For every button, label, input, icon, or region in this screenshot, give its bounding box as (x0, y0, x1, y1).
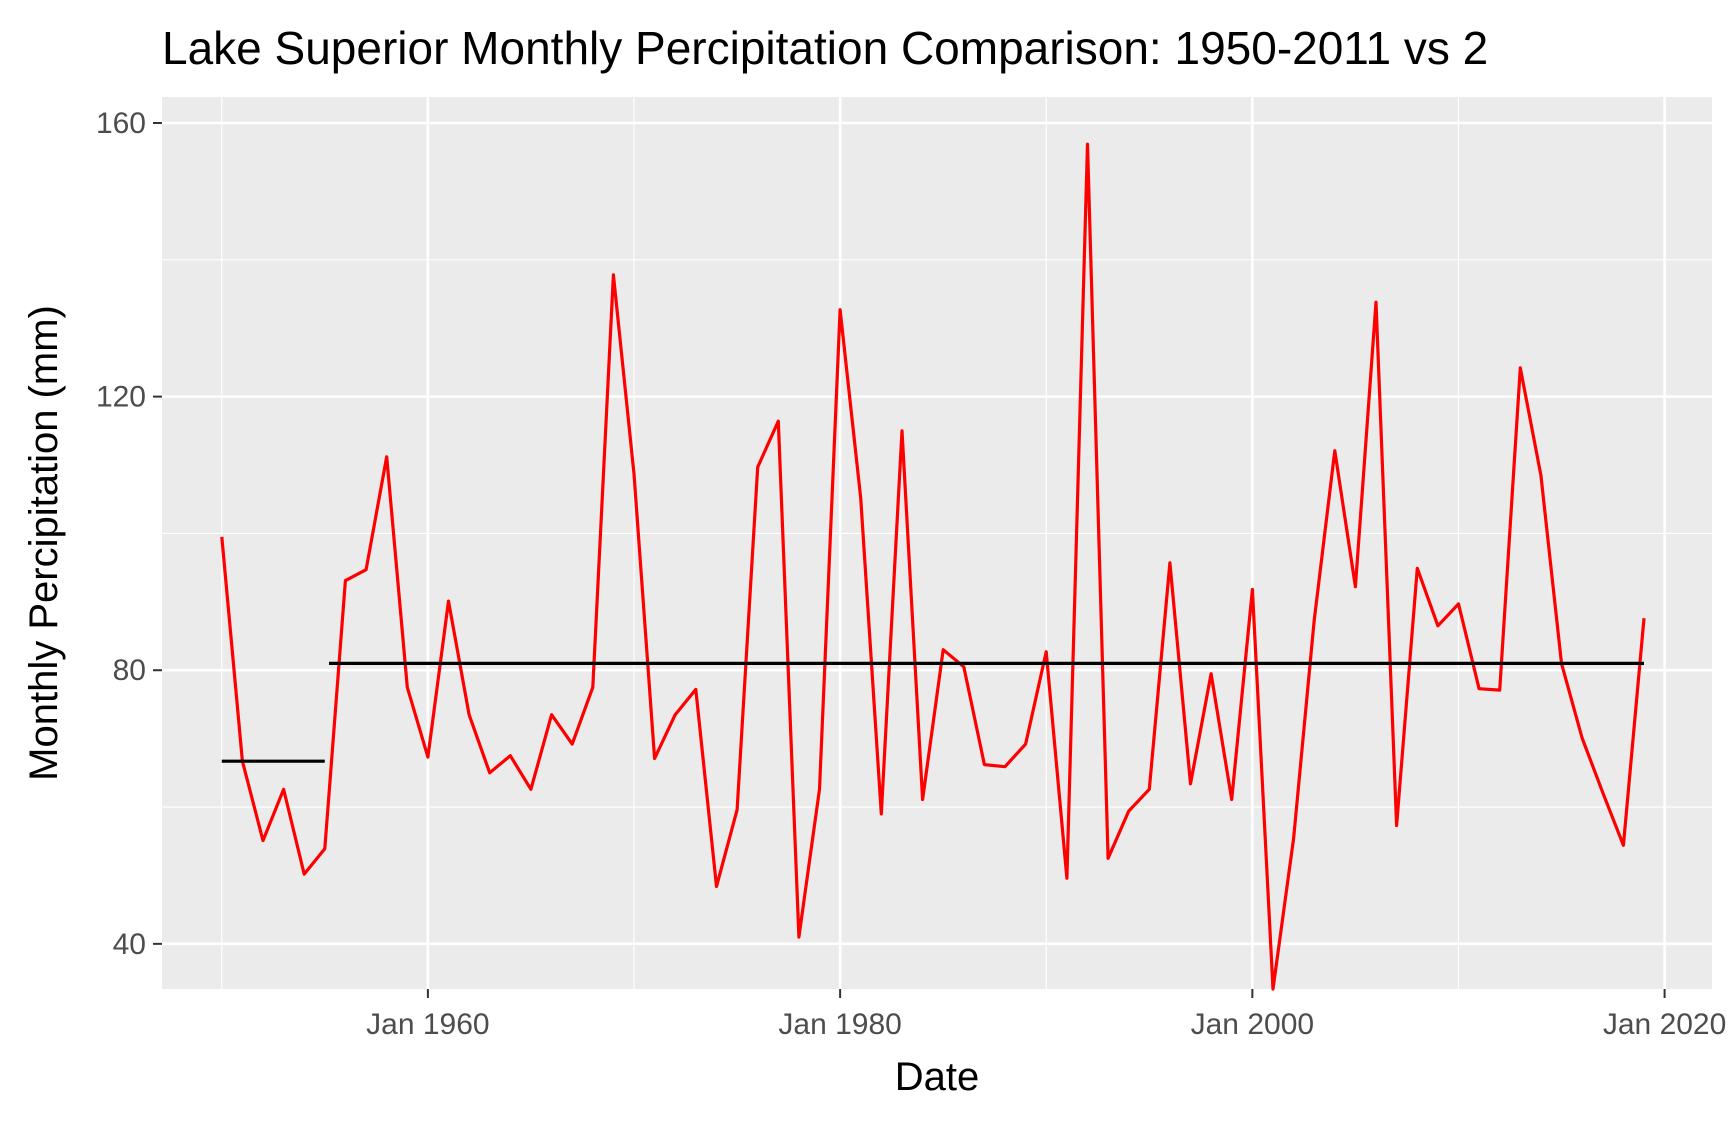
minor-gridlines (162, 97, 1712, 989)
major-gridlines (162, 97, 1712, 989)
chart-title: Lake Superior Monthly Percipitation Comp… (162, 22, 1488, 74)
x-tick-label: Jan 2020 (1603, 1008, 1726, 1041)
y-axis-title: Monthly Percipitation (mm) (22, 305, 66, 781)
series-layer (220, 142, 1646, 991)
y-tick-label: 120 (96, 381, 146, 414)
x-tick-label: Jan 1980 (778, 1008, 901, 1041)
series-line-0 (220, 142, 1646, 991)
y-tick-label: 40 (113, 928, 146, 961)
x-axis-title: Date (895, 1055, 980, 1099)
plot-panel (162, 97, 1712, 989)
y-tick-label: 80 (113, 654, 146, 687)
y-tick-label: 160 (96, 107, 146, 140)
x-tick-label: Jan 2000 (1191, 1008, 1314, 1041)
x-tick-label: Jan 1960 (366, 1008, 489, 1041)
axes: 40 80 120 160 Jan 1960 Jan 1980 Jan 2000 Jan 20… (96, 107, 1726, 1041)
